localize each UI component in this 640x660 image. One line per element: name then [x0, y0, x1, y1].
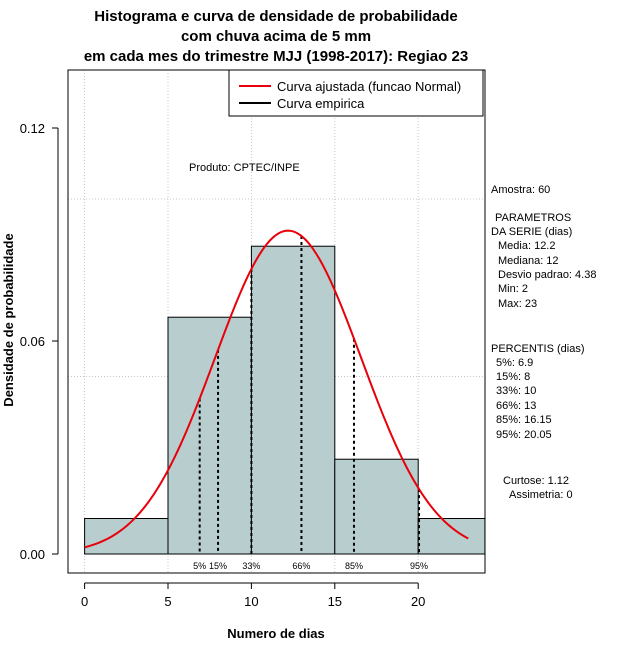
param-mean: Media: 12.2: [498, 240, 555, 252]
percentile-label-0: 5%: [193, 561, 206, 571]
percentile-label-5: 95%: [410, 561, 428, 571]
chart-title-line-1: Histograma e curva de densidade de proba…: [94, 8, 457, 25]
histogram-bar-0: [84, 518, 169, 555]
x-axis-title: Numero de dias: [227, 626, 325, 641]
param-max: Max: 23: [498, 298, 537, 310]
chart-title-line-2: com chuva acima de 5 mm: [181, 28, 371, 45]
legend-label-normal: Curva ajustada (funcao Normal): [277, 79, 461, 94]
percentile-66: 66%: 13: [496, 400, 536, 412]
percentile-label-1: 15%: [209, 561, 227, 571]
y-axis-title: Densidade de probabilidade: [1, 233, 16, 406]
percentile-5: 5%: 6.9: [496, 357, 533, 369]
percentile-15: 15%: 8: [496, 371, 530, 383]
product-annotation: Produto: CPTEC/INPE: [189, 162, 300, 174]
y-tick-label-2: 0.12: [20, 121, 45, 136]
legend: Curva ajustada (funcao Normal) Curva emp…: [228, 69, 484, 117]
x-tick-label-1: 5: [164, 594, 171, 609]
params-heading: PARAMETROS: [495, 212, 571, 224]
percentile-85: 85%: 16.15: [496, 414, 552, 426]
param-stddev: Desvio padrao: 4.38: [498, 269, 596, 281]
percentile-label-4: 85%: [345, 561, 363, 571]
histogram-bars: [84, 245, 486, 555]
statistics-panel: Amostra: 60 PARAMETROS DA SERIE (dias) M…: [491, 184, 596, 501]
sample-size: Amostra: 60: [491, 184, 550, 196]
percentile-lines: 5% 15% 33% 66% 85% 95%: [193, 236, 428, 571]
kurtosis: Curtose: 1.12: [503, 475, 569, 487]
x-tick-label-3: 15: [328, 594, 342, 609]
histogram-bar-2: [250, 245, 336, 555]
params-subheading: DA SERIE (dias): [491, 226, 572, 238]
normal-curve: [84, 229, 469, 549]
x-tick-label-4: 20: [411, 594, 425, 609]
histogram-bar-3: [334, 458, 419, 555]
y-tick-label-0: 0.00: [20, 547, 45, 562]
percentiles-heading: PERCENTIS (dias): [491, 343, 585, 355]
x-tick-label-0: 0: [81, 594, 88, 609]
chart-title-line-3: em cada mes do trimestre MJJ (1998-2017)…: [84, 48, 468, 65]
y-tick-label-1: 0.06: [20, 334, 45, 349]
param-min: Min: 2: [498, 283, 528, 295]
histogram-bar-1: [167, 316, 252, 555]
histogram-bar-4: [417, 518, 486, 555]
legend-label-empirical: Curva empirica: [277, 96, 365, 111]
percentile-label-3: 66%: [292, 561, 310, 571]
grid: [68, 70, 485, 573]
param-median: Mediana: 12: [498, 255, 559, 267]
percentile-33: 33%: 10: [496, 385, 536, 397]
skewness: Assimetria: 0: [509, 489, 573, 501]
legend-box: [228, 69, 484, 117]
percentile-label-2: 33%: [242, 561, 260, 571]
percentile-95: 95%: 20.05: [496, 429, 552, 441]
normal-curve-line: [84, 229, 469, 549]
x-tick-label-2: 10: [244, 594, 258, 609]
